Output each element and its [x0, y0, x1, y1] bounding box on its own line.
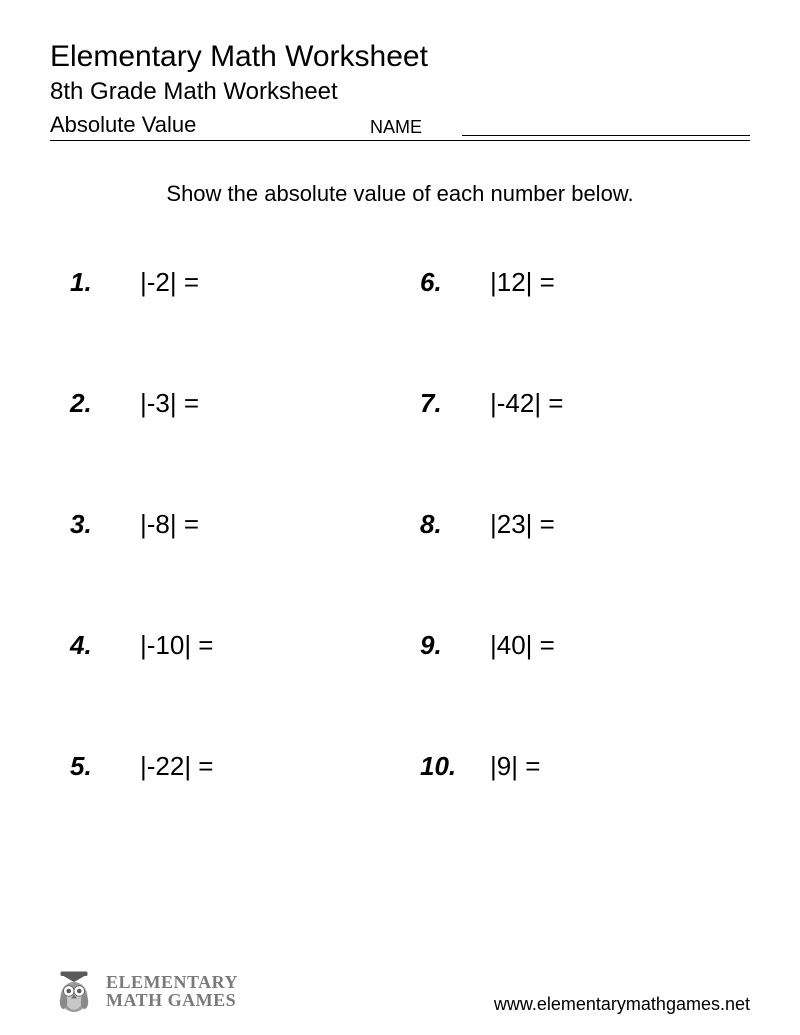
footer: ELEMENTARY MATH GAMES www.elementarymath…	[50, 967, 750, 1015]
problem-expression: |12| =	[490, 267, 555, 298]
topic-label: Absolute Value	[50, 112, 330, 138]
logo-line1: ELEMENTARY	[106, 973, 238, 991]
problem-item: 9. |40| =	[420, 630, 730, 661]
problem-number: 6.	[420, 267, 490, 298]
problem-item: 7. |-42| =	[420, 388, 730, 419]
instruction-text: Show the absolute value of each number b…	[50, 181, 750, 207]
problem-item: 5. |-22| =	[70, 751, 380, 782]
problem-number: 9.	[420, 630, 490, 661]
problem-expression: |40| =	[490, 630, 555, 661]
problem-number: 1.	[70, 267, 140, 298]
title-main: Elementary Math Worksheet	[50, 40, 750, 74]
problem-item: 8. |23| =	[420, 509, 730, 540]
problem-item: 6. |12| =	[420, 267, 730, 298]
problem-number: 5.	[70, 751, 140, 782]
problem-expression: |9| =	[490, 751, 540, 782]
footer-url: www.elementarymathgames.net	[494, 994, 750, 1015]
problem-item: 1. |-2| =	[70, 267, 380, 298]
topic-row: Absolute Value NAME	[50, 112, 750, 141]
problems-grid: 1. |-2| = 6. |12| = 2. |-3| = 7. |-42| =…	[50, 267, 750, 782]
name-input-line[interactable]	[462, 116, 750, 136]
logo-line2: MATH GAMES	[106, 991, 238, 1009]
problem-number: 3.	[70, 509, 140, 540]
problem-number: 2.	[70, 388, 140, 419]
problem-item: 3. |-8| =	[70, 509, 380, 540]
problem-expression: |-22| =	[140, 751, 214, 782]
problem-number: 4.	[70, 630, 140, 661]
problem-expression: |-2| =	[140, 267, 199, 298]
problem-item: 2. |-3| =	[70, 388, 380, 419]
problem-item: 10. |9| =	[420, 751, 730, 782]
problem-number: 7.	[420, 388, 490, 419]
name-label: NAME	[370, 117, 422, 138]
problem-expression: |-8| =	[140, 509, 199, 540]
worksheet-page: Elementary Math Worksheet 8th Grade Math…	[0, 0, 800, 1035]
problem-expression: |-3| =	[140, 388, 199, 419]
logo: ELEMENTARY MATH GAMES	[50, 967, 238, 1015]
problem-expression: |-42| =	[490, 388, 564, 419]
problem-number: 8.	[420, 509, 490, 540]
problem-item: 4. |-10| =	[70, 630, 380, 661]
title-subtitle: 8th Grade Math Worksheet	[50, 78, 750, 106]
owl-icon	[50, 967, 98, 1015]
problem-expression: |23| =	[490, 509, 555, 540]
logo-text: ELEMENTARY MATH GAMES	[106, 973, 238, 1009]
problem-number: 10.	[420, 751, 490, 782]
problem-expression: |-10| =	[140, 630, 214, 661]
